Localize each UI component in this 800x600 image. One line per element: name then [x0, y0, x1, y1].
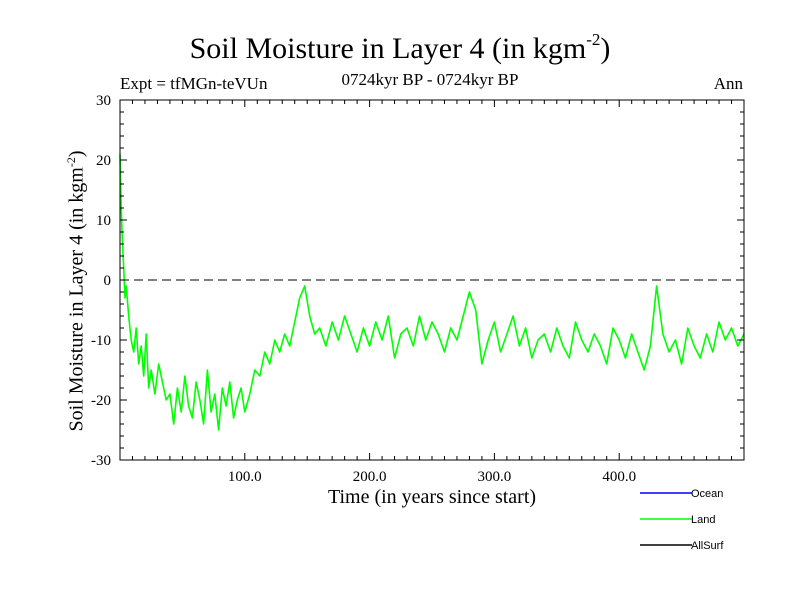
y-tick-label: 30	[96, 93, 111, 109]
legend-label-ocean: Ocean	[691, 488, 723, 500]
x-tick-label: 200.0	[353, 469, 387, 485]
series-layer	[119, 153, 745, 431]
y-tick-label: 10	[96, 213, 111, 229]
chart-title-text: Soil Moisture in Layer 4 (in kgm	[189, 32, 587, 65]
y-tick-label: -30	[91, 453, 111, 469]
x-axis-label: Time (in years since start)	[327, 486, 537, 508]
legend: Ocean Land AllSurf	[640, 488, 724, 552]
period-label: 0724kyr BP - 0724kyr BP	[341, 70, 519, 89]
y-tick-label: -10	[91, 333, 111, 349]
x-tick-label: 100.0	[228, 469, 262, 485]
chart-title-exponent: -2	[586, 30, 601, 49]
x-tick-label: 400.0	[602, 469, 636, 485]
y-axis-label-text: Soil Moisture in Layer 4 (in kgm	[65, 167, 88, 432]
y-axis-label-suffix: )	[65, 150, 88, 158]
season-label: Ann	[713, 74, 743, 93]
y-tick-label: 20	[96, 153, 111, 169]
chart-title: Soil Moisture in Layer 4 (in kgm-2)	[0, 30, 800, 66]
legend-label-allsurf: AllSurf	[691, 540, 724, 552]
experiment-label: Expt = tfMGn-teVUn	[120, 74, 268, 93]
series-line-land	[119, 153, 745, 431]
chart-title-suffix: )	[600, 32, 611, 65]
y-tick-label: 0	[104, 273, 112, 289]
ticks-layer: -30 -20 -10 0 10 20 30 100.0 200.0 300.0 400.0	[91, 93, 745, 485]
legend-label-land: Land	[691, 514, 715, 526]
y-tick-label: -20	[91, 393, 111, 409]
y-axis-label: Soil Moisture in Layer 4 (in kgm-2)	[59, 91, 89, 491]
x-tick-label: 300.0	[478, 469, 512, 485]
y-axis-label-exponent: -2	[64, 157, 78, 168]
